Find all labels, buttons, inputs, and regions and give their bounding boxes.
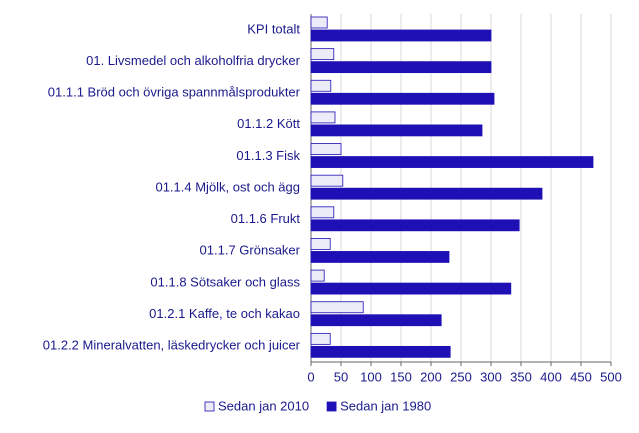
x-tick-label: 250 xyxy=(450,369,472,384)
x-tick-label: 300 xyxy=(480,369,502,384)
y-tick-label: KPI totalt xyxy=(247,21,300,36)
legend-label: Sedan jan 2010 xyxy=(218,398,309,413)
bar xyxy=(310,251,450,263)
bar xyxy=(310,282,512,295)
legend-swatch xyxy=(326,401,337,412)
x-tick-label: 50 xyxy=(334,369,348,384)
bar xyxy=(310,156,594,168)
bar xyxy=(310,314,442,327)
bar xyxy=(310,16,328,29)
bar xyxy=(310,206,335,219)
bar xyxy=(310,219,520,232)
legend-label: Sedan jan 1980 xyxy=(340,398,431,413)
y-tick-label: 01.1.8 Sötsaker och glass xyxy=(150,274,300,289)
y-tick-label: 01.1.7 Grönsaker xyxy=(200,243,301,258)
y-tick-label: 01.1.1 Bröd och övriga spannmålsprodukte… xyxy=(48,85,301,100)
x-tick-label: 0 xyxy=(307,369,314,384)
bar xyxy=(310,301,364,314)
bar xyxy=(310,345,451,358)
y-tick-label: 01.1.4 Mjölk, ost och ägg xyxy=(155,179,300,194)
bar xyxy=(310,79,332,92)
y-tick-label: 01.2.1 Kaffe, te och kakao xyxy=(149,306,300,321)
y-tick-label: 01. Livsmedel och alkoholfria drycker xyxy=(86,53,301,68)
bar xyxy=(310,111,336,124)
bar xyxy=(310,187,543,200)
bar xyxy=(310,332,331,345)
bar xyxy=(310,61,492,74)
x-tick-label: 200 xyxy=(420,369,442,384)
legend-swatch xyxy=(204,401,215,412)
x-tick-label: 500 xyxy=(600,369,622,384)
y-tick-label: 01.2.2 Mineralvatten, läskedrycker och j… xyxy=(43,338,301,353)
bar xyxy=(310,92,495,105)
x-tick-label: 350 xyxy=(510,369,532,384)
bar xyxy=(310,124,483,137)
y-tick-label: 01.1.2 Kött xyxy=(237,116,300,131)
x-tick-label: 450 xyxy=(570,369,592,384)
x-tick-label: 150 xyxy=(390,369,412,384)
bar xyxy=(310,29,492,42)
y-tick-label: 01.1.6 Frukt xyxy=(231,211,301,226)
x-tick-label: 100 xyxy=(360,369,382,384)
bar xyxy=(310,143,342,155)
y-tick-label: 01.1.3 Fisk xyxy=(236,148,300,163)
bar xyxy=(310,269,325,282)
bar xyxy=(310,238,331,250)
bar xyxy=(310,174,344,187)
bar xyxy=(310,48,335,61)
x-tick-label: 400 xyxy=(540,369,562,384)
